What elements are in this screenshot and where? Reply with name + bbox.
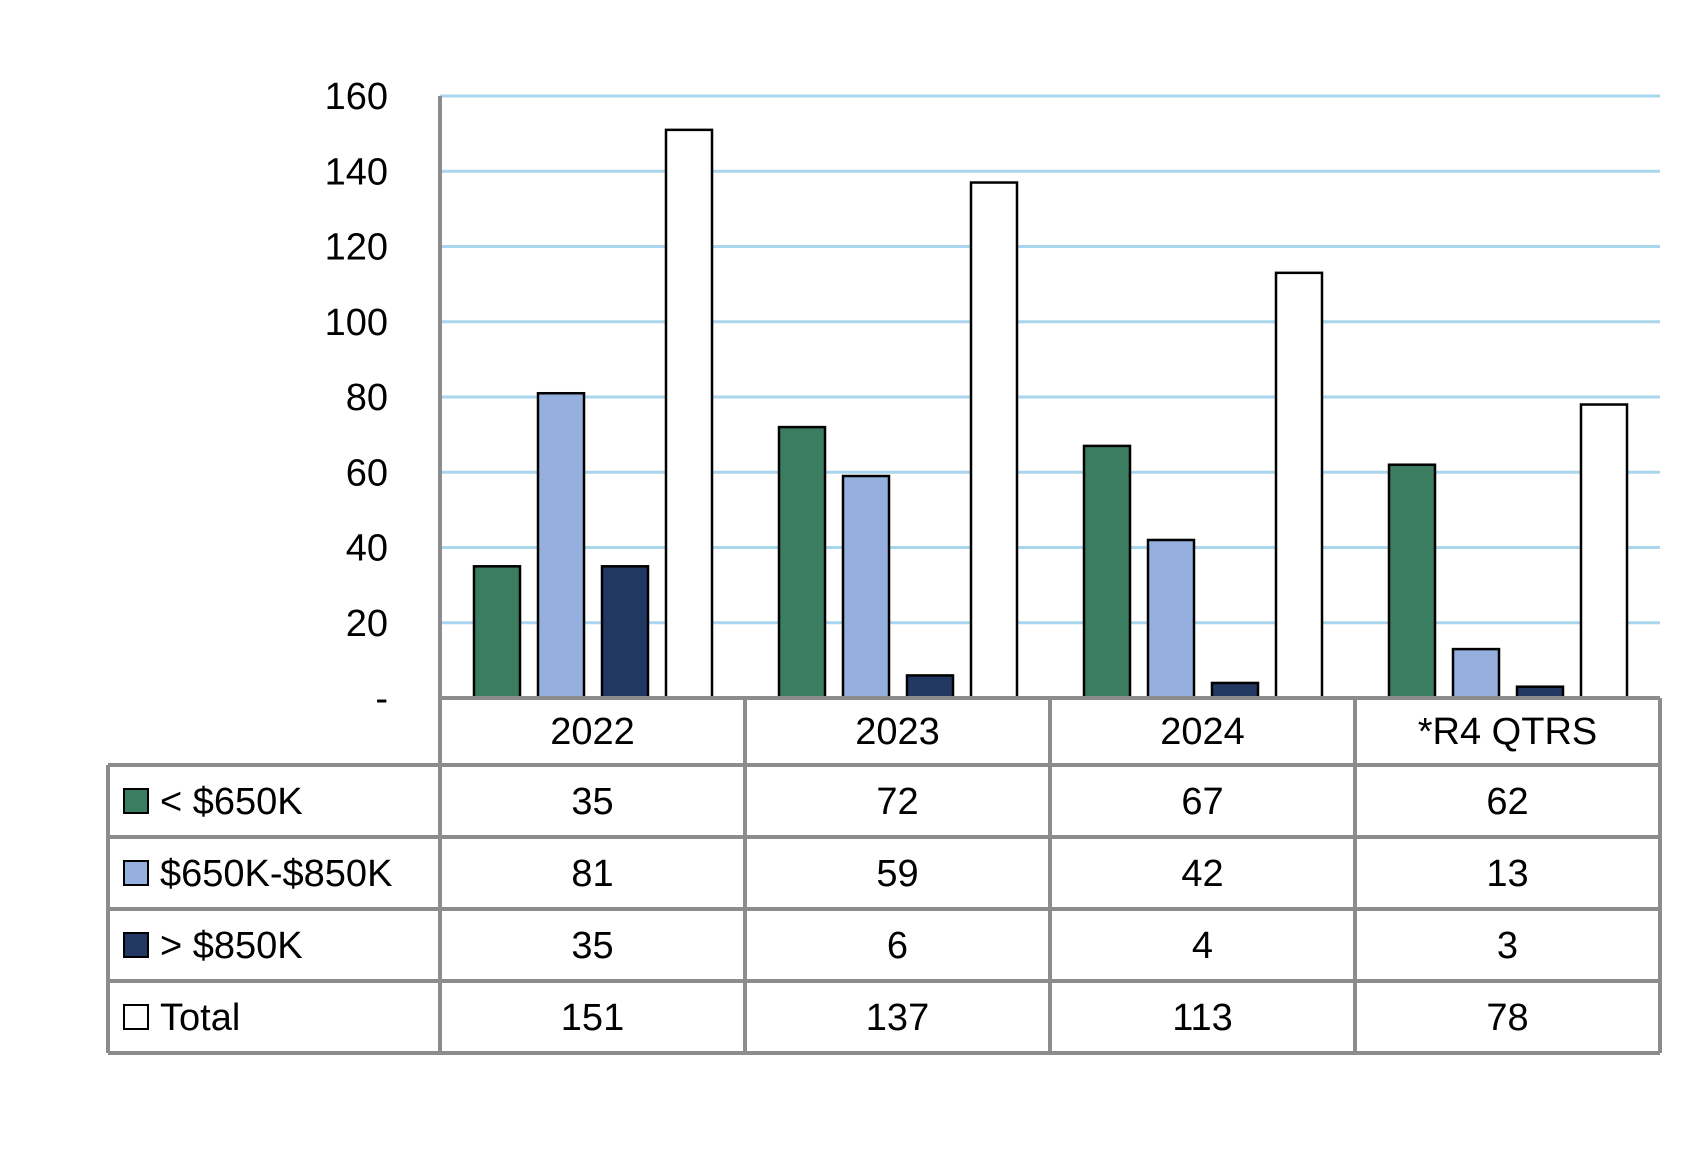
data-label-650k-850k-2024: 42 bbox=[1181, 853, 1223, 895]
data-label-850k-2022: 35 bbox=[571, 925, 613, 967]
data-label-total-2023: 137 bbox=[866, 997, 929, 1039]
legend-swatch-650k-850k bbox=[123, 860, 149, 886]
data-label-total-2022: 151 bbox=[561, 997, 624, 1039]
bar-total-2022 bbox=[664, 128, 714, 700]
bar-650k-2022 bbox=[472, 565, 522, 700]
bar-650k-850k-r4-qtrs bbox=[1451, 647, 1501, 700]
legend-swatch-total bbox=[123, 1004, 149, 1030]
y-tick-label: - bbox=[375, 678, 388, 720]
bar-650k-850k-2023 bbox=[841, 474, 891, 700]
bar-850k-2024 bbox=[1210, 681, 1260, 700]
category-label-2024: 2024 bbox=[1160, 711, 1245, 753]
bar-850k-2023 bbox=[905, 674, 955, 700]
category-label-r4-qtrs: *R4 QTRS bbox=[1418, 711, 1597, 753]
y-axis-ticks: - 20 40 60 80 100 120 140 160 bbox=[325, 76, 388, 720]
bar-total-2024 bbox=[1274, 271, 1324, 700]
data-label-total-r4-qtrs: 78 bbox=[1486, 997, 1528, 1039]
category-label-2023: 2023 bbox=[855, 711, 940, 753]
legend-swatch-650k bbox=[123, 788, 149, 814]
bar-650k-2024 bbox=[1082, 444, 1132, 700]
data-label-650k-r4-qtrs: 62 bbox=[1486, 781, 1528, 823]
data-label-650k-850k-2022: 81 bbox=[571, 853, 613, 895]
bar-650k-850k-2024 bbox=[1146, 538, 1196, 700]
y-tick-label: 120 bbox=[325, 227, 388, 269]
data-label-650k-2022: 35 bbox=[571, 781, 613, 823]
y-tick-label: 60 bbox=[346, 452, 388, 494]
data-label-650k-2024: 67 bbox=[1181, 781, 1223, 823]
bar-650k-2023 bbox=[777, 425, 827, 700]
y-tick-label: 100 bbox=[325, 302, 388, 344]
bar-650k-850k-2022 bbox=[536, 391, 586, 700]
bar-total-r4-qtrs bbox=[1579, 403, 1629, 700]
legend-swatch-850k bbox=[123, 932, 149, 958]
data-table: 2022 2023 2024 *R4 QTRS < $650K 35 72 67 62 $650K… bbox=[106, 696, 1662, 1055]
y-tick-label: 160 bbox=[325, 76, 388, 118]
category-label-2022: 2022 bbox=[550, 711, 635, 753]
y-tick-label: 20 bbox=[346, 603, 388, 645]
data-label-650k-850k-r4-qtrs: 13 bbox=[1486, 853, 1528, 895]
bar-850k-2022 bbox=[600, 565, 650, 700]
legend-label-850k: > $850K bbox=[160, 925, 303, 967]
data-label-850k-2024: 4 bbox=[1192, 925, 1213, 967]
data-label-total-2024: 113 bbox=[1172, 997, 1233, 1039]
bars bbox=[472, 128, 1629, 700]
y-tick-label: 80 bbox=[346, 377, 388, 419]
legend-label-650k: < $650K bbox=[160, 781, 303, 823]
legend-label-650k-850k: $650K-$850K bbox=[160, 853, 392, 895]
data-label-850k-r4-qtrs: 3 bbox=[1497, 925, 1518, 967]
bar-total-2023 bbox=[969, 181, 1019, 700]
y-tick-label: 40 bbox=[346, 528, 388, 570]
gridlines bbox=[438, 94, 1660, 698]
data-label-650k-850k-2023: 59 bbox=[876, 853, 918, 895]
y-tick-label: 140 bbox=[325, 151, 388, 193]
data-label-850k-2023: 6 bbox=[887, 925, 908, 967]
data-label-650k-2023: 72 bbox=[876, 781, 918, 823]
bar-650k-r4-qtrs bbox=[1387, 463, 1437, 700]
legend-label-total: Total bbox=[160, 997, 240, 1039]
